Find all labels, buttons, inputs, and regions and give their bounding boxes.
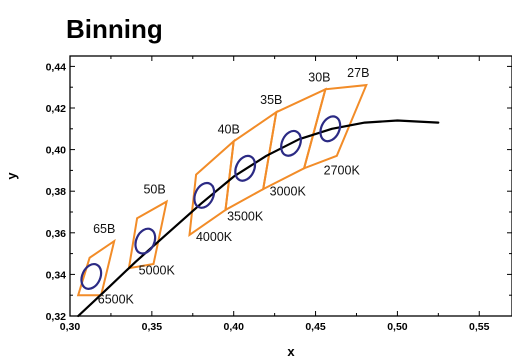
y-tick-label: 0,44: [46, 61, 67, 73]
x-tick-label: 0,55: [469, 321, 490, 333]
x-axis-label: x: [287, 344, 295, 359]
bin-name-label: 50B: [143, 183, 165, 197]
bin-name-label: 30B: [308, 70, 330, 84]
bin-ellipse-27B: [319, 115, 342, 143]
x-tick-label: 0,35: [142, 321, 163, 333]
bin-cct-label: 4000K: [196, 230, 233, 244]
plot-frame: [69, 55, 512, 317]
y-tick-label: 0,42: [46, 103, 67, 115]
y-tick-label: 0,34: [46, 269, 67, 281]
x-tick-label: 0,45: [305, 321, 326, 333]
bin-name-label: 65B: [93, 222, 115, 236]
bin-ellipse-50B: [134, 227, 157, 255]
y-axis-label: y: [4, 172, 19, 180]
bin-name-label: 35B: [260, 93, 282, 107]
x-tick-label: 0,40: [223, 321, 244, 333]
bin-ellipse-65B: [80, 262, 103, 290]
chart-title: Binning: [66, 14, 163, 44]
bin-cct-label: 6500K: [98, 293, 135, 307]
bin-cct-label: 5000K: [139, 263, 176, 277]
x-tick-label: 0,30: [60, 321, 81, 333]
bin-cct-label: 3000K: [270, 184, 307, 198]
bin-name-label: 27B: [347, 66, 369, 80]
bin-outline-27B: [302, 83, 368, 170]
y-tick-label: 0,38: [46, 186, 67, 198]
bin-cct-label: 3500K: [227, 209, 264, 223]
bin-outline-50B: [127, 199, 169, 270]
bin-ellipse-35B: [234, 154, 257, 182]
bin-name-label: 40B: [218, 122, 240, 136]
planckian-locus-curve: [77, 119, 440, 318]
bin-cct-label: 2700K: [324, 164, 361, 178]
y-tick-label: 0,36: [46, 228, 67, 240]
x-tick-label: 0,50: [387, 321, 408, 333]
bin-outline-65B: [76, 238, 116, 297]
y-tick-label: 0,40: [46, 145, 67, 157]
y-tick-label: 0,32: [46, 311, 67, 323]
bin-ellipse-40B: [193, 181, 216, 209]
bin-ellipse-30B: [280, 129, 302, 157]
